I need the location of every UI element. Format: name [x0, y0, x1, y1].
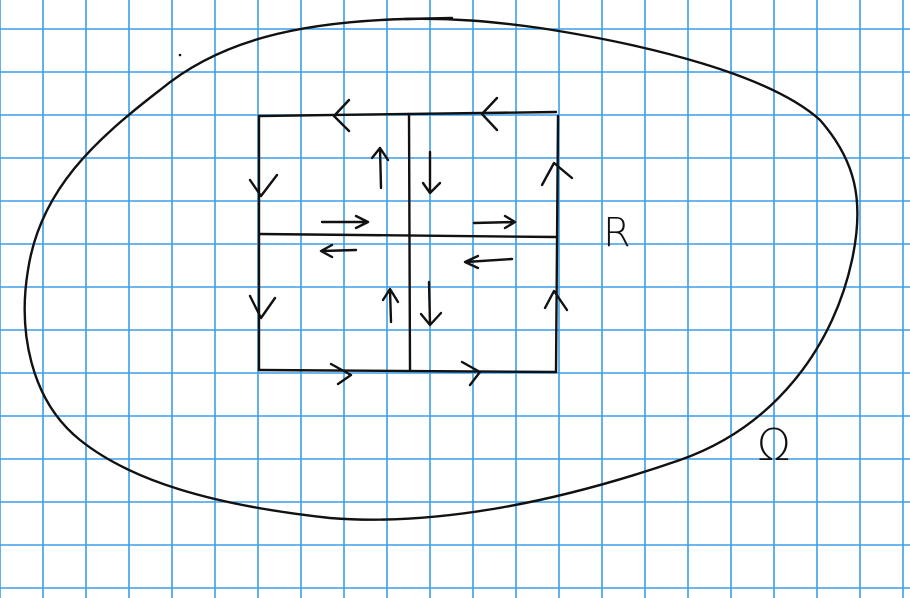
ink-dot [178, 53, 182, 57]
arrow-bottom-right [460, 360, 482, 387]
arrow-interior-lr-down [419, 280, 443, 327]
arrow-right-lower [543, 289, 569, 312]
boundary-overstroke [403, 16, 454, 21]
arrow-interior-low-right-left [463, 254, 514, 270]
arrow-interior-low-left-left [319, 243, 358, 259]
arrow-right-upper [540, 161, 574, 187]
domain-boundary-curve [23, 17, 859, 521]
arrow-interior-ul-up [370, 146, 390, 190]
square-top-edge [257, 110, 558, 118]
arrow-interior-ur-down [421, 150, 442, 195]
square-right-edge [554, 114, 560, 374]
arrow-left-lower [248, 294, 277, 320]
square-vertical-divider [407, 112, 412, 372]
arrow-interior-mid-right-right [472, 214, 517, 230]
arrow-interior-ll-up [381, 287, 400, 324]
arrow-bottom-left [329, 362, 353, 386]
arrow-top-right [480, 96, 499, 132]
arrow-left-upper [248, 173, 279, 198]
square-horizontal-divider [257, 232, 558, 239]
arrow-top-left [332, 98, 351, 133]
square-bottom-edge [257, 368, 558, 374]
arrow-interior-mid-left-right [320, 214, 370, 230]
domain-label: Ω [757, 420, 791, 471]
region-label: R [603, 210, 631, 256]
